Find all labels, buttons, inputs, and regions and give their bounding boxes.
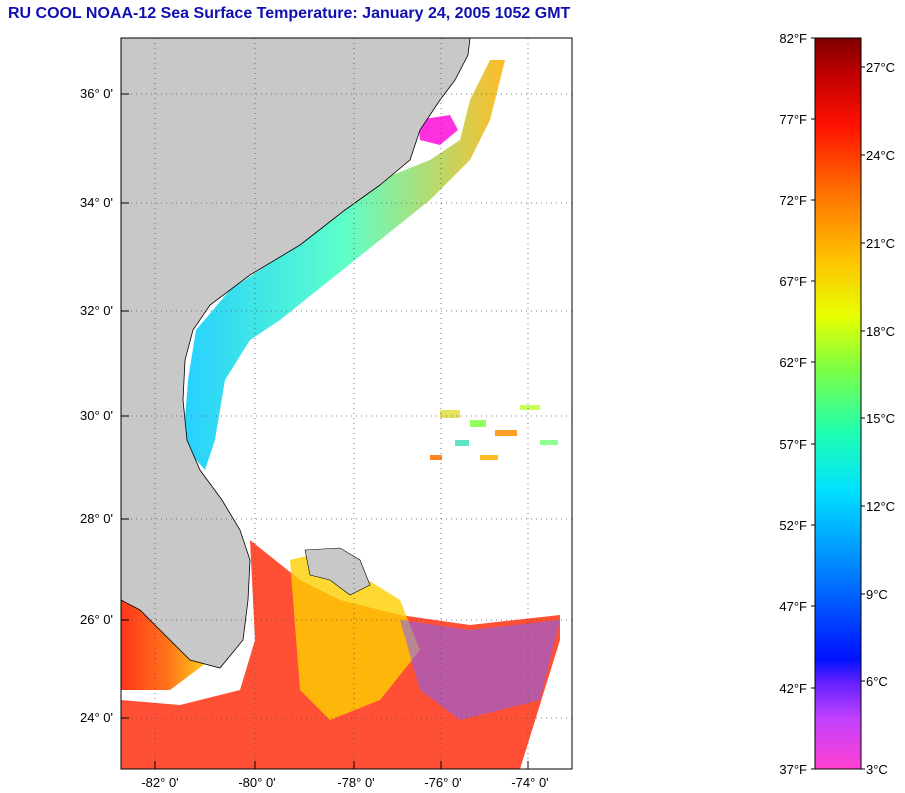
sst-bahamas-warm-patch: [290, 550, 420, 720]
sst-offshore-patches: [430, 405, 558, 460]
sst-pamlico-sound: [418, 115, 458, 145]
lat-label-36: 36° 0': [80, 86, 113, 101]
colorbar-f-72: 72°F: [779, 193, 807, 208]
colorbar-ticks: [811, 37, 865, 770]
sst-coastal-band: [183, 60, 505, 470]
colorbar-f-47: 47°F: [779, 599, 807, 614]
lat-label-30: 30° 0': [80, 408, 113, 423]
lon-label-78: -78° 0': [337, 775, 374, 790]
colorbar-c-6: 6°C: [866, 674, 888, 689]
colorbar: [814, 37, 862, 770]
lat-label-34: 34° 0': [80, 195, 113, 210]
colorbar-f-37: 37°F: [779, 762, 807, 777]
colorbar-c-27: 27°C: [866, 60, 895, 75]
colorbar-f-82: 82°F: [779, 31, 807, 46]
colorbar-c-15: 15°C: [866, 411, 895, 426]
colorbar-c-3: 3°C: [866, 762, 888, 777]
colorbar-f-57: 57°F: [779, 437, 807, 452]
lon-label-80: -80° 0': [238, 775, 275, 790]
colorbar-f-67: 67°F: [779, 274, 807, 289]
lon-label-74: -74° 0': [511, 775, 548, 790]
colorbar-c-21: 21°C: [866, 236, 895, 251]
chart-title: RU COOL NOAA-12 Sea Surface Temperature:…: [8, 5, 571, 22]
lat-label-26: 26° 0': [80, 612, 113, 627]
map-grid: [121, 38, 572, 769]
lat-label-28: 28° 0': [80, 511, 113, 526]
colorbar-f-42: 42°F: [779, 681, 807, 696]
colorbar-c-9: 9°C: [866, 587, 888, 602]
lon-label-82: -82° 0': [141, 775, 178, 790]
colorbar-c-12: 12°C: [866, 499, 895, 514]
lat-label-32: 32° 0': [80, 303, 113, 318]
lat-label-24: 24° 0': [80, 710, 113, 725]
land-southeast-us: [121, 38, 471, 669]
colorbar-f-77: 77°F: [779, 112, 807, 127]
colorbar-f-52: 52°F: [779, 518, 807, 533]
sst-bahamas-cool-patch: [400, 620, 560, 720]
colorbar-c-18: 18°C: [866, 324, 895, 339]
lon-label-76: -76° 0': [424, 775, 461, 790]
colorbar-c-24: 24°C: [866, 148, 895, 163]
map-ticks: [121, 93, 529, 769]
map-frame: [120, 37, 573, 770]
colorbar-f-62: 62°F: [779, 355, 807, 370]
